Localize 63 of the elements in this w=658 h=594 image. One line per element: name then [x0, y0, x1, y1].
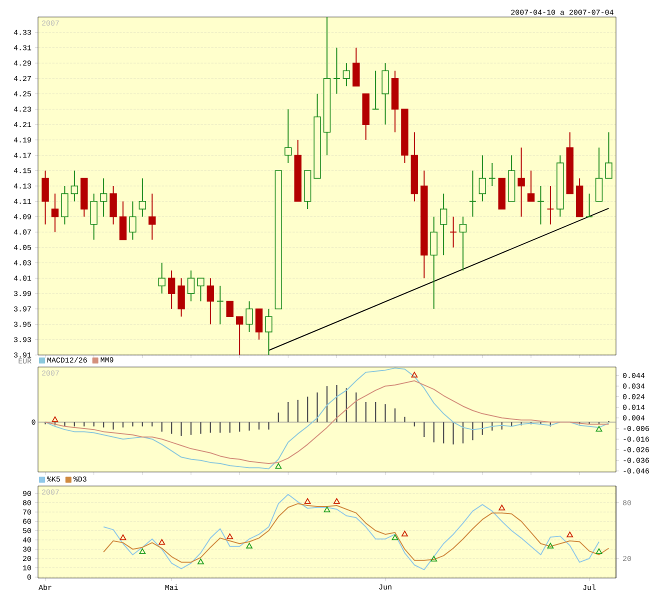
candlestick: [537, 186, 544, 225]
point: [411, 372, 418, 378]
point: [226, 533, 234, 540]
candlestick: [226, 300, 234, 317]
point: [596, 426, 602, 432]
candlestick: [42, 170, 49, 225]
candlestick: [216, 285, 224, 325]
candlestick: [605, 132, 612, 179]
point: [430, 556, 438, 562]
candlestick: [595, 147, 603, 202]
point: [402, 530, 408, 536]
point: [246, 542, 252, 548]
candlestick: [440, 193, 448, 256]
line-series: [103, 503, 610, 563]
candlestick: [546, 186, 554, 225]
candlestick: [372, 70, 380, 110]
point: [158, 539, 166, 545]
candlestick: [333, 47, 340, 94]
candlestick: [61, 186, 68, 225]
candlestick: [352, 47, 360, 87]
candlestick: [478, 154, 486, 202]
point: [498, 504, 506, 510]
point: [566, 532, 574, 538]
candlestick: [119, 200, 127, 240]
point: [334, 498, 340, 504]
candlestick: [586, 193, 593, 218]
candlestick: [129, 200, 136, 240]
candlestick: [51, 193, 59, 233]
point: [324, 506, 330, 512]
candlestick: [178, 278, 185, 318]
candlestick: [236, 316, 244, 356]
candlestick: [469, 170, 476, 218]
point: [120, 534, 126, 540]
candlestick: [90, 193, 98, 240]
point: [596, 548, 602, 554]
candlestick: [158, 262, 166, 294]
point: [198, 558, 204, 564]
candlestick: [255, 308, 263, 340]
point: [275, 463, 282, 469]
candlestick: [206, 278, 214, 325]
candlestick: [459, 216, 467, 272]
candlestick: [70, 170, 78, 202]
candlestick: [246, 300, 253, 332]
candlestick: [168, 270, 176, 310]
candlestick: [450, 216, 457, 248]
candlestick: [518, 147, 525, 218]
candlestick: [187, 270, 195, 302]
candlestick: [148, 193, 156, 240]
candlestick: [488, 162, 496, 187]
candlestick: [284, 108, 292, 164]
point: [139, 548, 146, 554]
point: [52, 416, 58, 422]
candlestick: [342, 62, 350, 87]
candlestick: [100, 178, 108, 218]
candlestick: [197, 278, 204, 302]
point: [304, 498, 311, 504]
candlestick: [382, 62, 389, 126]
point: [392, 534, 398, 540]
point: [547, 542, 554, 548]
candlestick: [138, 178, 146, 218]
candlestick: [430, 216, 438, 310]
candlestick: [110, 186, 117, 225]
candlestick: [527, 170, 535, 202]
